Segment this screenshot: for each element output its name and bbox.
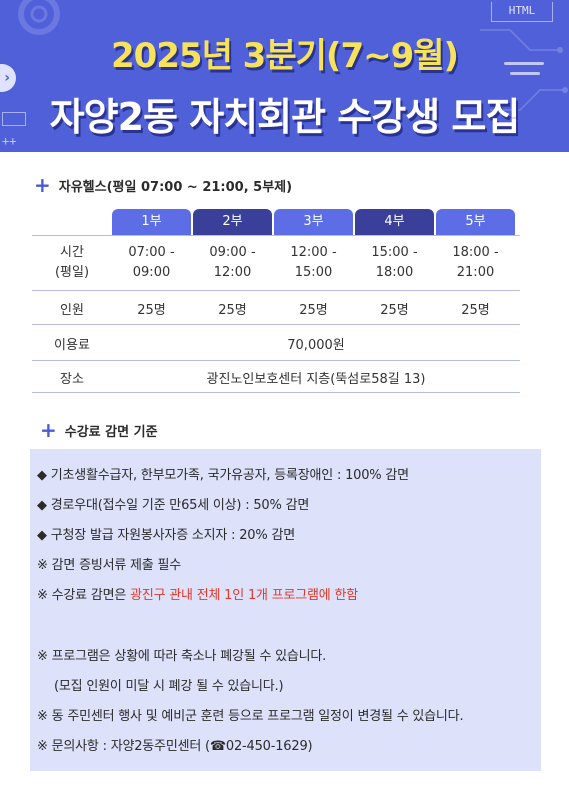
program-note: (모집 인원이 미달 시 폐강 될 수 있습니다.)	[54, 679, 284, 694]
table-row-time: 시간 (평일) 07:00 -09:00 09:00 -12:00 12:00 …	[32, 235, 520, 291]
discount-info-box: ◆ 기초생활수급자, 한부모가족, 국가유공자, 등록장애인 : 100% 감면…	[30, 449, 541, 771]
banner-title-line1: 2025년 3분기(7~9월)	[110, 36, 459, 76]
table-row-place: 장소 광진노인보호센터 지층(뚝섬로58길 13)	[32, 361, 520, 393]
discount-line: ◆ 경로우대(접수일 기준 만65세 이상) : 50% 감면	[37, 498, 310, 513]
discount-note: ※ 수강료 감면은 광진구 관내 전체 1인 1개 프로그램에 한함	[37, 584, 358, 603]
code-bracket-icon	[2, 112, 26, 126]
people-cell-2: 25명	[218, 303, 247, 318]
note-text: ※ 수강료 감면은	[37, 588, 131, 603]
tab-session-4: 4부	[355, 209, 434, 235]
discount-line: ◆ 구청장 발급 자원봉사자증 소지자 : 20% 감면	[37, 528, 295, 543]
people-cell-5: 25명	[461, 303, 490, 318]
section-heading-fitness: + 자유헬스(평일 07:00 ~ 21:00, 5부제)	[34, 173, 292, 197]
section-title: 수강료 감면 기준	[64, 424, 158, 440]
table-row-fee: 이용료 70,000원	[32, 325, 520, 361]
tab-session-1: 1부	[112, 209, 191, 235]
plus-icon: +	[34, 173, 51, 197]
place-value: 광진노인보호센터 지층(뚝섬로58길 13)	[206, 372, 426, 387]
highlight-text: 광진구 관내 전체 1인 1개 프로그램에 한함	[130, 588, 358, 603]
people-cell-1: 25명	[137, 303, 166, 318]
place-label: 장소	[60, 372, 84, 387]
people-cell-4: 25명	[380, 303, 409, 318]
program-note: ※ 동 주민센터 행사 및 예비군 훈련 등으로 프로그램 일정이 변경될 수 …	[37, 709, 464, 724]
people-label: 인원	[60, 303, 84, 318]
discount-note: ※ 감면 증빙서류 제출 필수	[37, 558, 182, 573]
time-cell-5: 18:00 -21:00	[452, 245, 499, 280]
circuit-icon	[480, 29, 568, 111]
dash-line-icon	[504, 62, 544, 65]
discount-line: ◆ 기초생활수급자, 한부모가족, 국가유공자, 등록장애인 : 100% 감면	[37, 468, 409, 483]
people-cell-3: 25명	[299, 303, 328, 318]
html-tag-icon: HTML	[491, 2, 553, 22]
gear-icon	[18, 0, 60, 35]
table-row-people: 인원 25명 25명 25명 25명 25명	[32, 291, 520, 325]
header-banner: HTML › ++ 2025년 3분기(7~9월) 자양2동 자치회관 수강생 …	[0, 0, 569, 152]
time-cell-3: 12:00 -15:00	[290, 245, 337, 280]
nav-arrow-icon: ›	[0, 64, 16, 92]
tab-session-3: 3부	[274, 209, 353, 235]
program-note: ※ 프로그램은 상황에 따라 축소나 폐강될 수 있습니다.	[37, 649, 327, 664]
code-plus-icon: ++	[2, 134, 17, 148]
tab-session-5: 5부	[436, 209, 515, 235]
fee-value: 70,000원	[287, 338, 345, 353]
dash-line-icon	[510, 72, 540, 75]
plus-icon: +	[40, 418, 57, 442]
fee-label: 이용료	[54, 338, 90, 353]
time-cell-4: 15:00 -18:00	[371, 245, 418, 280]
tab-session-2: 2부	[193, 209, 272, 235]
section-heading-discount: + 수강료 감면 기준	[40, 418, 158, 442]
section-title: 자유헬스(평일 07:00 ~ 21:00, 5부제)	[58, 179, 293, 195]
contact-note: ※ 문의사항 : 자양2동주민센터 (☎02-450-1629)	[37, 739, 313, 754]
banner-title-line2: 자양2동 자치회관 수강생 모집	[49, 95, 521, 139]
time-cell-1: 07:00 -09:00	[128, 245, 175, 280]
time-label: 시간 (평일)	[54, 245, 90, 280]
time-cell-2: 09:00 -12:00	[209, 245, 256, 280]
